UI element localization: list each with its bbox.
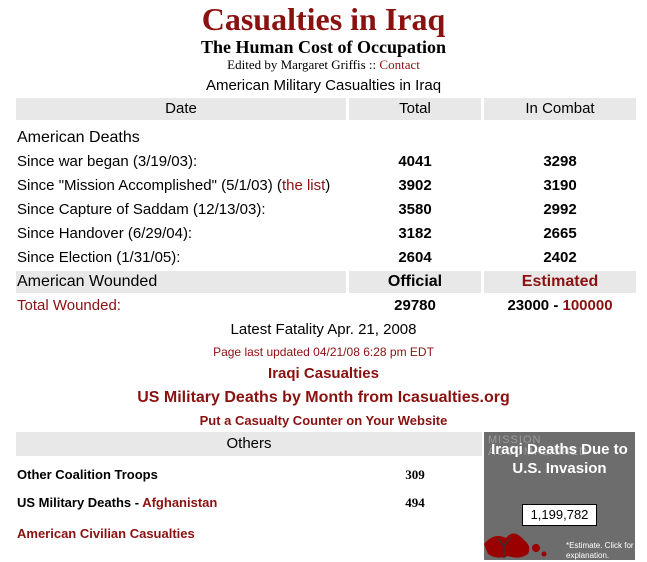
row-label: Since war began (3/19/03): xyxy=(17,153,198,170)
editor-line: Edited by Margaret Griffis :: Contact xyxy=(0,57,647,73)
row-combat: 3190 xyxy=(543,177,577,194)
counter-website-link[interactable]: Put a Casualty Counter on Your Website xyxy=(199,413,448,428)
row-label: Since Election (1/31/05): xyxy=(17,249,181,266)
blood-splatter-icon xyxy=(484,533,547,558)
iraqi-deaths-counter[interactable]: MISSION ACCOMPLISHED Iraqi Deaths Due to… xyxy=(484,432,635,560)
col-header-total: Total xyxy=(349,98,481,120)
table-title: American Military Casualties in Iraq xyxy=(205,77,442,94)
wounded-estimated: 23000 - 100000 xyxy=(484,294,636,318)
table-row: Since war began (3/19/03): 4041 3298 xyxy=(0,150,647,174)
wounded-heading: American Wounded xyxy=(16,271,346,293)
counter-bg-text: MISSION ACCOMPLISHED xyxy=(488,434,589,458)
coalition-value: 309 xyxy=(405,467,425,482)
the-list-link[interactable]: the list xyxy=(281,177,326,194)
row-total: 3580 xyxy=(398,201,432,218)
page-title: Casualties in Iraq xyxy=(201,1,446,37)
wounded-heading-text: American Wounded xyxy=(17,273,158,290)
col-header-date: Date xyxy=(16,98,346,120)
row-total: 3902 xyxy=(398,177,432,194)
wounded-label: Total Wounded: xyxy=(17,297,121,314)
table-row: Since Capture of Saddam (12/13/03): 3580… xyxy=(0,198,647,222)
row-combat: 2665 xyxy=(543,225,577,242)
afghan-value: 494 xyxy=(405,495,425,510)
others-heading: Others xyxy=(16,432,482,456)
wounded-row: Total Wounded: 29780 23000 - 100000 xyxy=(0,294,647,318)
iraqi-casualties-link[interactable]: Iraqi Casualties xyxy=(268,365,379,382)
col-header-combat: In Combat xyxy=(484,98,636,120)
row-label-suffix: ) xyxy=(325,177,331,194)
row-label: Since Handover (6/29/04): xyxy=(17,225,193,242)
wounded-est-high-link[interactable]: 100000 xyxy=(562,297,613,314)
monthly-deaths-link[interactable]: US Military Deaths by Month from Icasual… xyxy=(137,389,510,406)
afghan-label: US Military Deaths - xyxy=(17,495,143,510)
col-header-official: Official xyxy=(349,271,481,293)
row-label: Since "Mission Accomplished" (5/1/03) (t… xyxy=(17,174,330,198)
last-updated: Page last updated 04/21/08 6:28 pm EDT xyxy=(213,345,434,359)
afghan-row: US Military Deaths - Afghanistan xyxy=(17,495,217,511)
coalition-label: Other Coalition Troops xyxy=(17,467,158,482)
wounded-est-low: 23000 - xyxy=(507,297,563,314)
row-total: 3182 xyxy=(398,225,432,242)
civilian-casualties-link[interactable]: American Civilian Casualties xyxy=(17,526,195,541)
contact-link[interactable]: Contact xyxy=(379,57,420,72)
counter-value: 1,199,782 xyxy=(522,504,597,526)
row-total: 4041 xyxy=(398,153,432,170)
row-combat: 3298 xyxy=(543,153,577,170)
counter-note: *Estimate. Click for explanation. xyxy=(566,541,634,560)
row-label: Since Capture of Saddam (12/13/03): xyxy=(17,201,266,218)
deaths-heading-row: American Deaths xyxy=(0,126,647,150)
table-row: Since Election (1/31/05): 2604 2402 xyxy=(0,246,647,270)
deaths-heading: American Deaths xyxy=(17,129,140,146)
page-subtitle: The Human Cost of Occupation xyxy=(200,37,447,57)
row-combat: 2992 xyxy=(543,201,577,218)
afghanistan-link[interactable]: Afghanistan xyxy=(142,495,218,510)
row-total: 2604 xyxy=(398,249,432,266)
counter-title: Iraqi Deaths Due to U.S. Invasion xyxy=(491,441,628,477)
row-label-text: Since "Mission Accomplished" (5/1/03) ( xyxy=(17,177,282,194)
table-row: Since "Mission Accomplished" (5/1/03) (t… xyxy=(0,174,647,198)
row-combat: 2402 xyxy=(543,249,577,266)
editor-text: Edited by Margaret Griffis :: xyxy=(227,57,380,72)
col-header-estimated: Estimated xyxy=(484,271,636,293)
table-row: Since Handover (6/29/04): 3182 2665 xyxy=(0,222,647,246)
wounded-official: 29780 xyxy=(394,297,436,314)
latest-fatality: Latest Fatality Apr. 21, 2008 xyxy=(230,321,417,338)
